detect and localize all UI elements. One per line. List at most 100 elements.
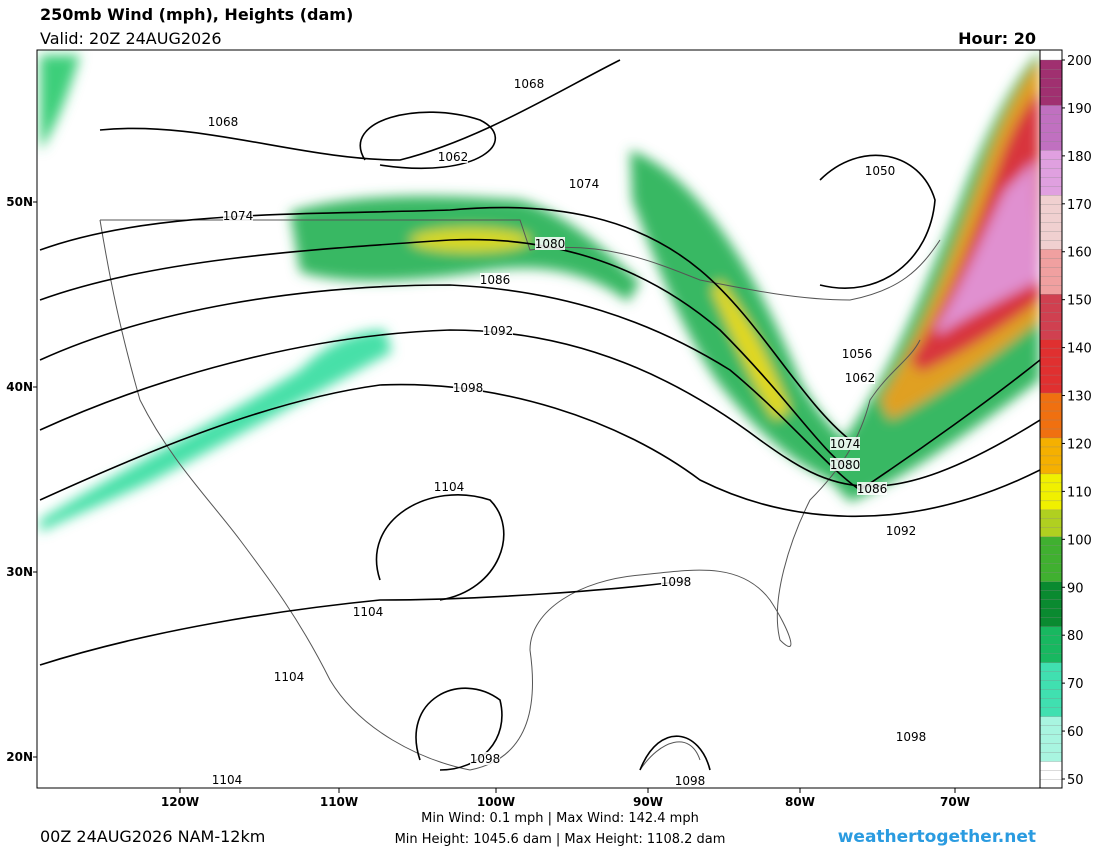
contour-label: 1080	[830, 458, 861, 472]
colorbar-cell	[1039, 679, 1063, 690]
colorbar-cell	[1039, 563, 1063, 573]
colorbar-cell	[1039, 383, 1063, 394]
colorbar-tick-label: 70	[1067, 677, 1084, 692]
colorbar-tick-label: 110	[1067, 485, 1092, 500]
colorbar-cell	[1039, 446, 1063, 457]
contour-label: 1056	[842, 347, 873, 361]
contour-label: 1098	[661, 575, 692, 589]
contour-label: 1104	[274, 670, 305, 684]
colorbar-cell	[1039, 293, 1063, 304]
colorbar-cell	[1039, 635, 1063, 645]
colorbar-cell	[1039, 140, 1063, 151]
colorbar-cell	[1039, 545, 1063, 555]
colorbar-cell	[1039, 715, 1063, 726]
colorbar: 50 60 70 80 90 100 110 120 130 140 150 160 170 180 190…	[1039, 49, 1092, 789]
colorbar-cell	[1039, 671, 1063, 681]
latitude-label: 20N	[6, 750, 33, 764]
colorbar-cell	[1039, 68, 1063, 79]
colorbar-cell	[1039, 302, 1063, 313]
longitude-label: 70W	[940, 795, 970, 809]
contour-label-bg	[480, 273, 510, 286]
longitude-label: 80W	[785, 795, 815, 809]
colorbar-cell	[1039, 176, 1063, 187]
contour-label-bg	[661, 575, 691, 588]
colorbar-cell	[1039, 185, 1063, 196]
contour-label: 1062	[438, 150, 469, 164]
contour-label-bg	[470, 752, 500, 765]
colorbar-cell	[1039, 419, 1063, 430]
colorbar-cell	[1039, 77, 1063, 88]
contour-label-bg	[223, 209, 253, 222]
contour-label: 1086	[857, 482, 888, 496]
colorbar-cell	[1039, 482, 1063, 493]
colorbar-tick-label: 190	[1067, 102, 1092, 117]
colorbar-cell	[1039, 733, 1063, 744]
contour-label-bg	[453, 381, 483, 394]
contour-label-bg	[353, 605, 383, 618]
colorbar-cell	[1039, 742, 1063, 753]
contour-label: 1080	[535, 237, 566, 251]
height-stats: Min Height: 1045.6 dam | Max Height: 110…	[395, 832, 726, 847]
contour-label-bg	[830, 458, 860, 471]
colorbar-cell	[1039, 455, 1063, 466]
colorbar-cell	[1039, 536, 1063, 546]
colorbar-tick-label: 170	[1067, 198, 1092, 213]
contour-label-bg	[857, 482, 887, 495]
colorbar-cell	[1039, 428, 1063, 439]
colorbar-cell	[1039, 365, 1063, 376]
colorbar-bar	[1039, 49, 1063, 789]
colorbar-cell	[1039, 608, 1063, 618]
contour-label-bg	[886, 524, 916, 537]
colorbar-cell	[1039, 760, 1063, 771]
contour-label-bg	[896, 730, 926, 743]
contour-label-bg	[434, 480, 464, 493]
colorbar-cell	[1039, 113, 1063, 124]
contour-label-bg	[842, 347, 872, 360]
colorbar-tick-label: 160	[1067, 246, 1092, 261]
colorbar-tick-label: 80	[1067, 629, 1084, 644]
colorbar-tick-label: 60	[1067, 725, 1084, 740]
contour-label: 1104	[353, 605, 384, 619]
colorbar-cell	[1039, 95, 1063, 106]
contour-label-bg	[830, 437, 860, 450]
colorbar-cell	[1039, 617, 1063, 627]
forecast-hour: Hour: 20	[958, 29, 1036, 48]
colorbar-cell	[1039, 464, 1063, 475]
contour-label-bg	[535, 237, 565, 250]
contour-label: 1068	[208, 115, 239, 129]
colorbar-cell	[1039, 572, 1063, 582]
colorbar-cell	[1039, 320, 1063, 331]
colorbar-cell	[1039, 581, 1063, 591]
contour-label: 1062	[845, 371, 876, 385]
map-area	[37, 50, 1040, 788]
colorbar-cell	[1039, 203, 1063, 214]
colorbar-cell	[1039, 149, 1063, 160]
longitude-label: 120W	[161, 795, 199, 809]
colorbar-cell	[1039, 401, 1063, 412]
colorbar-cell	[1039, 509, 1063, 520]
contour-label: 1086	[480, 273, 511, 287]
colorbar-cell	[1039, 257, 1063, 268]
colorbar-cell	[1039, 347, 1063, 358]
colorbar-cell	[1039, 266, 1063, 277]
contour-label: 1104	[212, 773, 243, 787]
contour-label: 1098	[675, 774, 706, 788]
contour-label-bg	[845, 371, 875, 384]
colorbar-cell	[1039, 724, 1063, 735]
colorbar-cell	[1039, 356, 1063, 367]
colorbar-cell	[1039, 410, 1063, 421]
contour-label: 1098	[470, 752, 501, 766]
longitude-label: 90W	[633, 795, 663, 809]
colorbar-cell	[1039, 59, 1063, 70]
colorbar-tick-label: 180	[1067, 150, 1092, 165]
contour-label: 1074	[223, 209, 254, 223]
colorbar-cell	[1039, 221, 1063, 232]
site-name[interactable]: weathertogether.net	[838, 827, 1036, 847]
colorbar-cell	[1039, 688, 1063, 699]
contour-label: 1098	[453, 381, 484, 395]
colorbar-cell	[1039, 437, 1063, 448]
contour-label-bg	[483, 324, 513, 337]
colorbar-cell	[1039, 662, 1063, 672]
colorbar-tick-label: 140	[1067, 342, 1092, 357]
